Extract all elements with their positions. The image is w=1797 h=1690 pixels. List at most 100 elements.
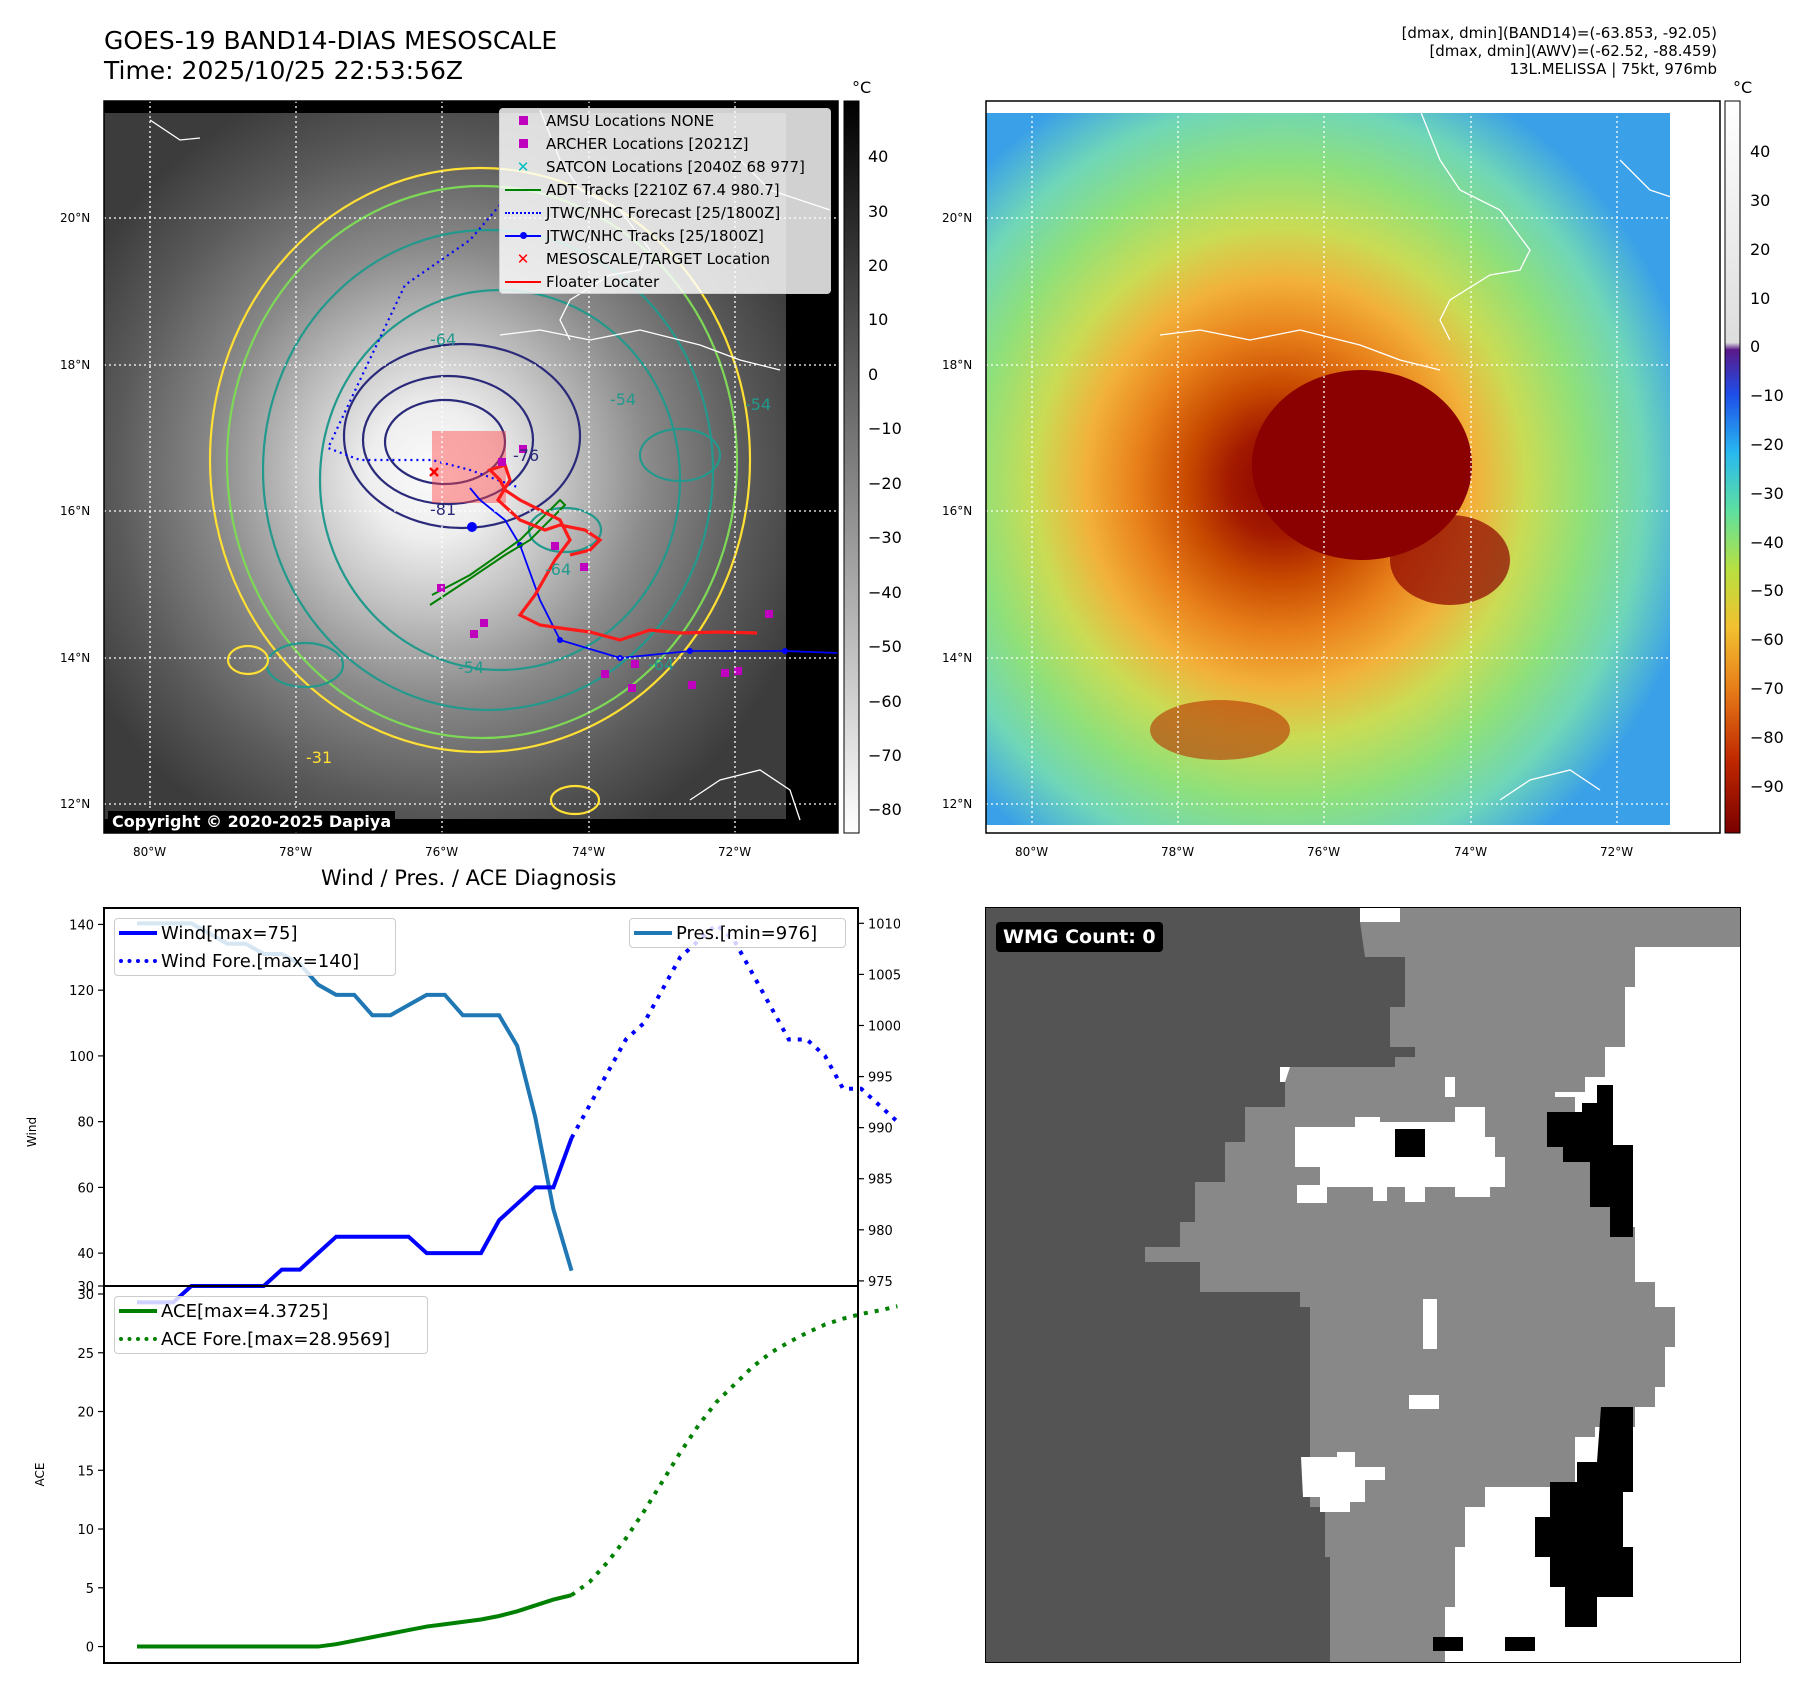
y-right-tick-label: 985: [868, 1173, 893, 1188]
contour-label: -64: [648, 655, 675, 674]
colorbar-tick: −40: [868, 583, 902, 602]
lower-plot-frame: [103, 1285, 859, 1664]
colorbar-tick: −40: [1750, 533, 1784, 552]
legend-label: Wind[max=75]: [161, 922, 298, 944]
legend-label: ACE[max=4.3725]: [161, 1300, 329, 1322]
wmg-panel: [985, 907, 1741, 1663]
y-tick-label: 10: [77, 1523, 94, 1538]
lon-label: 78°W: [1161, 845, 1195, 859]
ace-line: [137, 1593, 572, 1649]
y-tick-label: 100: [69, 1050, 94, 1065]
square-marker-icon: [500, 139, 546, 148]
lon-label: 80°W: [133, 845, 167, 859]
pressure-legend: Pres.[min=976]: [629, 918, 846, 948]
colorbar-tick: 10: [1750, 289, 1771, 308]
dotted-line-icon: [500, 211, 546, 214]
ace-forecast-line: [570, 1304, 898, 1597]
legend-item: AMSU Locations NONE: [500, 109, 830, 132]
wind-line: [137, 1137, 574, 1305]
contour-label: -81: [430, 500, 457, 519]
colorbar-tick: −30: [868, 528, 902, 547]
lon-label: 74°W: [572, 845, 606, 859]
x-marker-icon: ✕: [516, 157, 530, 176]
line-dot-icon: [500, 231, 546, 239]
copyright-label: Copyright © 2020-2025 Dapiya: [108, 811, 396, 832]
legend-item: Floater Locater: [500, 270, 830, 293]
colorbar-tick: 20: [1750, 240, 1771, 259]
colorbar-tick: 10: [868, 310, 889, 329]
colorbar-tick: −60: [1750, 630, 1784, 649]
chart-title: Wind / Pres. / ACE Diagnosis: [321, 866, 617, 890]
lon-label: 80°W: [1015, 845, 1049, 859]
legend-label: JTWC/NHC Tracks [25/1800Z]: [546, 226, 764, 245]
lat-label: 12°N: [60, 797, 91, 811]
legend-label: ACE Fore.[max=28.9569]: [161, 1328, 390, 1350]
colorbar-unit: °C: [1733, 78, 1753, 97]
colorbar-tick: 0: [1750, 337, 1761, 356]
info-line-1: [dmax, dmin](BAND14)=(-63.853, -92.05): [1401, 24, 1717, 42]
square-marker-icon: [500, 116, 546, 125]
y-axis-label: Wind: [25, 1117, 39, 1147]
info-block: [dmax, dmin](BAND14)=(-63.853, -92.05) […: [1402, 24, 1717, 78]
info-line-3: 13L.MELISSA | 75kt, 976mb: [1509, 60, 1717, 78]
legend-label: MESOSCALE/TARGET Location: [546, 249, 771, 268]
legend-item: ARCHER Locations [2021Z]: [500, 132, 830, 155]
colorbar-tick: −30: [1750, 484, 1784, 503]
y-tick-label: 30: [77, 1288, 94, 1303]
legend-line-icon: [115, 1309, 161, 1313]
legend-label: ADT Tracks [2210Z 67.4 980.7]: [546, 180, 780, 199]
contour-label: -64: [545, 560, 572, 579]
contour-label: -64: [430, 330, 457, 349]
contour-label: -54: [610, 390, 637, 409]
y-right-tick-label: 1005: [868, 968, 900, 983]
contour-label: -76: [513, 446, 540, 465]
legend-label: Pres.[min=976]: [676, 922, 818, 944]
lat-label: 16°N: [60, 504, 91, 518]
colorbar-tick: 30: [868, 202, 889, 221]
title-line-1: GOES-19 BAND14-DIAS MESOSCALE: [104, 26, 558, 55]
y-tick-label: 60: [77, 1181, 94, 1196]
legend-label: ARCHER Locations [2021Z]: [546, 134, 749, 153]
lat-label: 18°N: [60, 358, 91, 372]
legend-label: AMSU Locations NONE: [546, 111, 715, 130]
lon-label: 76°W: [1307, 845, 1341, 859]
legend-dotted-icon: [115, 959, 161, 963]
map-legend: AMSU Locations NONE ARCHER Locations [202…: [499, 108, 831, 294]
colorbar-tick: −90: [1750, 777, 1784, 796]
colorbar-tick: −20: [868, 474, 902, 493]
legend-item: ✕ SATCON Locations [2040Z 68 977]: [500, 155, 830, 178]
colorbar-tick: −80: [1750, 728, 1784, 747]
lon-label: 72°W: [1600, 845, 1634, 859]
y-right-tick-label: 990: [868, 1122, 893, 1137]
legend-label: Wind Fore.[max=140]: [161, 950, 360, 972]
wind-legend: Wind[max=75] Wind Fore.[max=140]: [114, 918, 396, 976]
y-tick-label: 140: [69, 918, 94, 933]
legend-dotted-icon: [115, 1337, 161, 1341]
y-tick-label: 25: [77, 1347, 94, 1362]
colorbar-tick: −10: [868, 419, 902, 438]
lon-label: 72°W: [718, 845, 752, 859]
ace-legend: ACE[max=4.3725] ACE Fore.[max=28.9569]: [114, 1296, 428, 1354]
legend-line-icon: [115, 931, 161, 935]
legend-item: ✕ MESOSCALE/TARGET Location: [500, 247, 830, 270]
y-right-tick-label: 995: [868, 1071, 893, 1086]
lat-label: 20°N: [942, 211, 973, 225]
lat-label: 20°N: [60, 211, 91, 225]
color-ir-map: [986, 101, 1720, 833]
colorbar-tick: −50: [1750, 581, 1784, 600]
legend-label: JTWC/NHC Forecast [25/1800Z]: [546, 203, 781, 222]
y-right-tick-label: 1010: [868, 917, 900, 932]
colorbar-tick: −70: [1750, 679, 1784, 698]
map-title: GOES-19 BAND14-DIAS MESOSCALE Time: 2025…: [104, 26, 557, 86]
colorbar-tick: −70: [868, 746, 902, 765]
colorbar-tick: 0: [868, 365, 879, 384]
lat-label: 14°N: [942, 651, 973, 665]
y-tick-label: 80: [77, 1116, 94, 1131]
map-panels: [103, 100, 1741, 834]
lat-label: 12°N: [942, 797, 973, 811]
colorbar-tick: −10: [1750, 386, 1784, 405]
y-tick-label: 20: [77, 1406, 94, 1421]
wind-forecast-line: [569, 921, 899, 1140]
line-icon: [500, 188, 546, 191]
diagnosis-chart: 3040608010012014097598098599099510001005…: [25, 907, 900, 1664]
